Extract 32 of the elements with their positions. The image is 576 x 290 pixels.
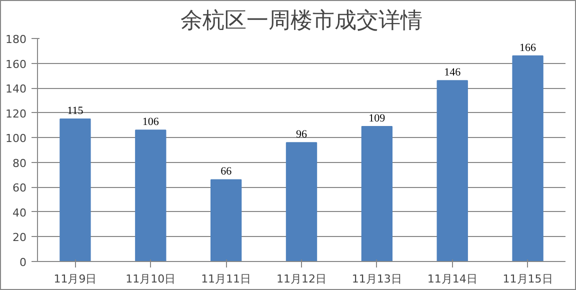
- data-label: 115: [67, 105, 84, 118]
- data-label: 106: [142, 116, 160, 128]
- data-label: 109: [368, 112, 386, 124]
- bar: [436, 80, 468, 262]
- bar: [135, 130, 166, 262]
- y-tick-label: 40: [12, 206, 27, 220]
- bar: [60, 118, 91, 262]
- y-tick-label: 120: [6, 107, 27, 120]
- y-tick-label: 160: [6, 58, 27, 71]
- y-tick-label: 80: [12, 156, 27, 170]
- y-tick-label: 100: [6, 132, 27, 146]
- x-tick-label: 11月10日: [126, 272, 176, 286]
- chart-title: 余杭区一周楼市成交详情: [180, 8, 422, 34]
- bar: [286, 142, 318, 262]
- x-tick-label: 11月15日: [502, 272, 553, 286]
- data-label: 66: [220, 166, 232, 178]
- y-tick-label: 140: [6, 82, 27, 96]
- y-tick-label: 0: [20, 256, 26, 269]
- x-tick-label: 11月9日: [54, 272, 97, 286]
- bar: [210, 179, 242, 262]
- y-tick-label: 180: [6, 33, 27, 46]
- data-label: 96: [296, 128, 308, 141]
- x-tick-label: 11月12日: [276, 272, 327, 286]
- data-label: 146: [444, 66, 462, 79]
- data-label: 166: [520, 42, 537, 54]
- y-tick-label: 20: [12, 231, 27, 244]
- bar: [361, 126, 393, 262]
- x-tick-label: 11月13日: [352, 272, 402, 286]
- x-tick-label: 11月11日: [201, 272, 252, 286]
- bar: [512, 55, 544, 262]
- x-tick-label: 11月14日: [427, 272, 478, 286]
- y-tick-label: 60: [12, 182, 27, 195]
